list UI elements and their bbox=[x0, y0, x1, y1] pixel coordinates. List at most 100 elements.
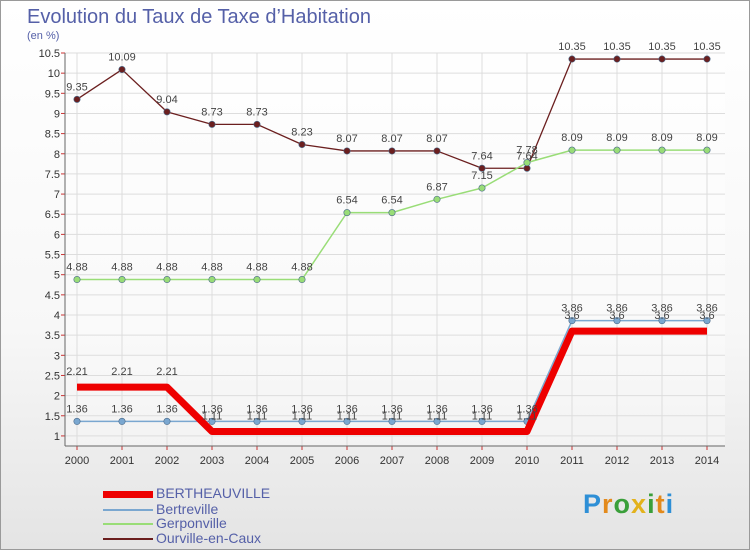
series-bertreville bbox=[73, 317, 711, 425]
data-point bbox=[523, 159, 531, 167]
data-label: 1.11 bbox=[292, 410, 313, 422]
x-tick-label: 2004 bbox=[245, 455, 269, 467]
legend-swatch bbox=[103, 523, 153, 525]
data-label: 7.15 bbox=[471, 170, 492, 182]
data-label: 3.86 bbox=[561, 303, 582, 315]
data-point bbox=[163, 108, 171, 116]
data-label: 8.73 bbox=[201, 106, 222, 118]
data-point bbox=[118, 417, 126, 425]
plot-area bbox=[65, 53, 725, 446]
data-label: 1.36 bbox=[201, 403, 222, 415]
x-tick-label: 2000 bbox=[65, 455, 89, 467]
y-tick-label: 10.5 bbox=[39, 48, 60, 60]
labels-bertheauville: 2.21 2.21 2.21 1.11 1.11 1.11 1.11 1.11 1.11 1.11… bbox=[66, 310, 714, 422]
legend-label: BERTHEAUVILLE bbox=[156, 485, 271, 501]
data-label: 7.78 bbox=[516, 145, 537, 157]
y-tick-label: 2.5 bbox=[45, 370, 60, 382]
data-point bbox=[253, 276, 261, 284]
y-tick-label: 6.5 bbox=[45, 209, 60, 221]
data-point bbox=[163, 276, 171, 284]
x-tick-label: 2010 bbox=[515, 455, 539, 467]
data-point bbox=[658, 146, 666, 154]
data-label: 7.64 bbox=[516, 150, 537, 162]
data-label: 1.11 bbox=[517, 410, 538, 422]
data-label: 1.36 bbox=[66, 403, 87, 415]
proxiti-logo: Proxiti bbox=[583, 489, 675, 519]
x-tick-label: 2001 bbox=[110, 455, 134, 467]
data-label: 6.87 bbox=[426, 181, 447, 193]
data-label: 1.11 bbox=[247, 410, 268, 422]
data-label: 8.07 bbox=[381, 133, 402, 145]
data-label: 4.88 bbox=[66, 262, 87, 274]
data-point bbox=[253, 417, 261, 425]
y-tick-label: 3 bbox=[54, 350, 60, 362]
x-tick-label: 2012 bbox=[605, 455, 629, 467]
data-point bbox=[298, 276, 306, 284]
data-point bbox=[433, 417, 441, 425]
data-label: 6.54 bbox=[381, 195, 402, 207]
y-tick-label: 5 bbox=[54, 270, 60, 282]
data-point bbox=[208, 417, 216, 425]
data-label: 3.6 bbox=[564, 310, 579, 322]
x-tick-label: 2005 bbox=[290, 455, 314, 467]
data-label: 8.09 bbox=[561, 132, 582, 144]
data-label: 3.6 bbox=[609, 310, 624, 322]
y-tick-label: 2 bbox=[54, 391, 60, 403]
data-label: 8.07 bbox=[426, 133, 447, 145]
data-label: 1.36 bbox=[471, 403, 492, 415]
x-tick-label: 2009 bbox=[470, 455, 494, 467]
series-ourville-en-caux bbox=[73, 55, 711, 172]
x-tick-label: 2014 bbox=[695, 455, 719, 467]
x-tick-label: 2013 bbox=[650, 455, 674, 467]
labels-bertreville: 1.36 1.36 1.36 1.36 1.36 1.36 1.36 1.36 1.36 1.36… bbox=[66, 303, 717, 416]
y-tick-label: 1.5 bbox=[45, 411, 60, 423]
legend-swatch bbox=[103, 491, 153, 498]
data-label: 4.88 bbox=[111, 262, 132, 274]
y-tick-label: 8.5 bbox=[45, 129, 60, 141]
data-label: 4.88 bbox=[156, 262, 177, 274]
x-tick-label: 2008 bbox=[425, 455, 449, 467]
data-point bbox=[73, 417, 81, 425]
chart-unit-label: (en %) bbox=[27, 30, 60, 42]
data-point bbox=[73, 276, 81, 284]
data-point bbox=[163, 417, 171, 425]
y-tick-label: 4 bbox=[54, 310, 60, 322]
data-label: 8.23 bbox=[291, 126, 312, 138]
data-label: 1.11 bbox=[337, 410, 358, 422]
y-tick-label: 9.5 bbox=[45, 88, 60, 100]
data-point bbox=[478, 417, 486, 425]
data-label: 1.11 bbox=[472, 410, 493, 422]
data-label: 7.64 bbox=[471, 150, 492, 162]
x-tick-label: 2011 bbox=[560, 455, 584, 467]
data-label: 8.07 bbox=[336, 133, 357, 145]
data-label: 9.04 bbox=[156, 94, 177, 106]
data-label: 10.35 bbox=[648, 41, 676, 53]
data-label: 8.09 bbox=[696, 132, 717, 144]
data-point bbox=[253, 120, 261, 128]
data-point bbox=[658, 317, 666, 325]
data-label: 10.35 bbox=[693, 41, 721, 53]
y-tick-label: 9 bbox=[54, 108, 60, 120]
data-label: 1.11 bbox=[202, 410, 223, 422]
y-tick-label: 4.5 bbox=[45, 290, 60, 302]
y-tick-label: 5.5 bbox=[45, 250, 60, 262]
data-point bbox=[568, 317, 576, 325]
data-label: 1.36 bbox=[426, 403, 447, 415]
y-tick-label: 3.5 bbox=[45, 330, 60, 342]
data-label: 1.36 bbox=[516, 403, 537, 415]
y-tick-label: 8 bbox=[54, 149, 60, 161]
data-point bbox=[478, 184, 486, 192]
data-point bbox=[388, 147, 396, 155]
data-label: 3.86 bbox=[651, 303, 672, 315]
data-point bbox=[478, 164, 486, 172]
data-point bbox=[73, 95, 81, 103]
legend-swatch bbox=[103, 538, 153, 540]
y-tick-label: 7.5 bbox=[45, 169, 60, 181]
data-point bbox=[703, 146, 711, 154]
data-label: 10.09 bbox=[108, 52, 136, 64]
x-tick-label: 2002 bbox=[155, 455, 179, 467]
data-label: 10.35 bbox=[603, 41, 631, 53]
x-tick-label: 2003 bbox=[200, 455, 224, 467]
